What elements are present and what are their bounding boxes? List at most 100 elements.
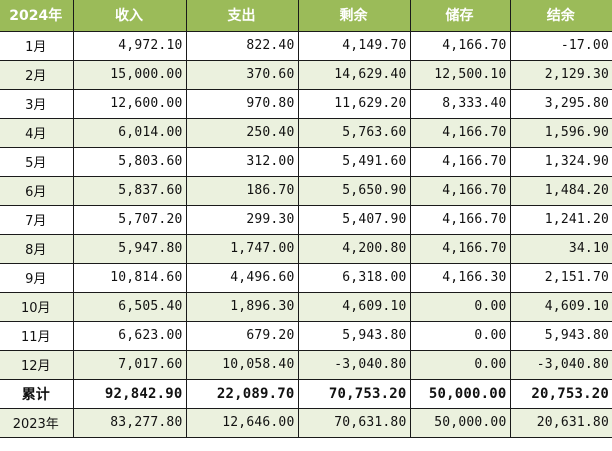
table-row: 8月 5,947.80 1,747.00 4,200.80 4,166.70 3…	[0, 233, 612, 264]
savings-cell[interactable]: 12,500.10	[409, 59, 511, 90]
savings-cell[interactable]: 4,166.70	[409, 204, 511, 235]
remaining-cell[interactable]: 14,629.40	[297, 59, 411, 90]
balance-cell[interactable]: 34.10	[509, 233, 612, 264]
balance-cell[interactable]: 5,943.80	[509, 320, 612, 351]
expense-cell[interactable]: 1,747.00	[185, 233, 299, 264]
expense-cell[interactable]: 370.60	[185, 59, 299, 90]
month-cell[interactable]: 10月	[0, 291, 74, 322]
expense-cell[interactable]: 10,058.40	[185, 349, 299, 380]
savings-cell[interactable]: 4,166.70	[409, 117, 511, 148]
income-cell[interactable]: 5,947.80	[72, 233, 187, 264]
table-row: 6月 5,837.60 186.70 5,650.90 4,166.70 1,4…	[0, 175, 612, 206]
expense-cell[interactable]: 679.20	[185, 320, 299, 351]
remaining-cell[interactable]: 5,491.60	[297, 146, 411, 177]
header-expense: 支出	[185, 0, 299, 32]
remaining-cell[interactable]: 5,407.90	[297, 204, 411, 235]
balance-cell[interactable]: 1,241.20	[509, 204, 612, 235]
income-cell[interactable]: 15,000.00	[72, 59, 187, 90]
remaining-cell[interactable]: 11,629.20	[297, 88, 411, 119]
remaining-cell[interactable]: -3,040.80	[297, 349, 411, 380]
table-row: 11月 6,623.00 679.20 5,943.80 0.00 5,943.…	[0, 320, 612, 351]
expense-cell[interactable]: 312.00	[185, 146, 299, 177]
income-cell[interactable]: 5,803.60	[72, 146, 187, 177]
savings-cell[interactable]: 4,166.30	[409, 262, 511, 293]
month-cell[interactable]: 12月	[0, 349, 74, 380]
income-cell[interactable]: 6,014.00	[72, 117, 187, 148]
income-cell[interactable]: 7,017.60	[72, 349, 187, 380]
table-row: 5月 5,803.60 312.00 5,491.60 4,166.70 1,3…	[0, 146, 612, 177]
income-cell[interactable]: 10,814.60	[72, 262, 187, 293]
balance-cell[interactable]: 2,151.70	[509, 262, 612, 293]
month-cell[interactable]: 6月	[0, 175, 74, 206]
income-cell[interactable]: 5,707.20	[72, 204, 187, 235]
remaining-cell[interactable]: 6,318.00	[297, 262, 411, 293]
savings-cell[interactable]: 4,166.70	[409, 233, 511, 264]
month-cell[interactable]: 4月	[0, 117, 74, 148]
balance-cell[interactable]: -3,040.80	[509, 349, 612, 380]
remaining-cell[interactable]: 5,763.60	[297, 117, 411, 148]
balance-cell[interactable]: 2,129.30	[509, 59, 612, 90]
savings-cell[interactable]: 4,166.70	[409, 146, 511, 177]
savings-cell[interactable]: 0.00	[409, 320, 511, 351]
month-cell[interactable]: 2023年	[0, 407, 74, 438]
expense-cell[interactable]: 12,646.00	[185, 407, 299, 438]
header-remaining: 剩余	[297, 0, 411, 32]
remaining-cell[interactable]: 70,631.80	[297, 407, 411, 438]
remaining-cell[interactable]: 5,943.80	[297, 320, 411, 351]
balance-cell[interactable]: 1,324.90	[509, 146, 612, 177]
header-income: 收入	[72, 0, 187, 32]
savings-cell[interactable]: 0.00	[409, 291, 511, 322]
balance-cell[interactable]: -17.00	[509, 30, 612, 61]
table-row: 12月 7,017.60 10,058.40 -3,040.80 0.00 -3…	[0, 349, 612, 380]
balance-cell[interactable]: 4,609.10	[509, 291, 612, 322]
total-row: 累计 92,842.90 22,089.70 70,753.20 50,000.…	[0, 378, 612, 409]
income-cell[interactable]: 4,972.10	[72, 30, 187, 61]
table-row: 3月 12,600.00 970.80 11,629.20 8,333.40 3…	[0, 88, 612, 119]
income-cell[interactable]: 83,277.80	[72, 407, 187, 438]
month-cell[interactable]: 8月	[0, 233, 74, 264]
month-cell[interactable]: 累计	[0, 378, 74, 409]
savings-cell[interactable]: 50,000.00	[409, 378, 511, 409]
expense-cell[interactable]: 970.80	[185, 88, 299, 119]
balance-cell[interactable]: 3,295.80	[509, 88, 612, 119]
income-cell[interactable]: 6,505.40	[72, 291, 187, 322]
remaining-cell[interactable]: 4,200.80	[297, 233, 411, 264]
month-cell[interactable]: 9月	[0, 262, 74, 293]
savings-cell[interactable]: 8,333.40	[409, 88, 511, 119]
expense-cell[interactable]: 250.40	[185, 117, 299, 148]
expense-cell[interactable]: 4,496.60	[185, 262, 299, 293]
balance-cell[interactable]: 20,631.80	[509, 407, 612, 438]
income-cell[interactable]: 6,623.00	[72, 320, 187, 351]
remaining-cell[interactable]: 4,609.10	[297, 291, 411, 322]
expense-cell[interactable]: 299.30	[185, 204, 299, 235]
month-cell[interactable]: 1月	[0, 30, 74, 61]
month-cell[interactable]: 11月	[0, 320, 74, 351]
expense-cell[interactable]: 1,896.30	[185, 291, 299, 322]
finance-table: 2024年 收入 支出 剩余 储存 结余 1月 4,972.10 822.40 …	[0, 0, 612, 438]
balance-cell[interactable]: 20,753.20	[509, 378, 612, 409]
remaining-cell[interactable]: 70,753.20	[297, 378, 411, 409]
header-row: 2024年 收入 支出 剩余 储存 结余	[0, 0, 612, 32]
balance-cell[interactable]: 1,596.90	[509, 117, 612, 148]
savings-cell[interactable]: 4,166.70	[409, 175, 511, 206]
remaining-cell[interactable]: 4,149.70	[297, 30, 411, 61]
previous-year-row: 2023年 83,277.80 12,646.00 70,631.80 50,0…	[0, 407, 612, 438]
savings-cell[interactable]: 50,000.00	[409, 407, 511, 438]
income-cell[interactable]: 5,837.60	[72, 175, 187, 206]
balance-cell[interactable]: 1,484.20	[509, 175, 612, 206]
month-cell[interactable]: 5月	[0, 146, 74, 177]
header-savings: 储存	[409, 0, 511, 32]
expense-cell[interactable]: 186.70	[185, 175, 299, 206]
savings-cell[interactable]: 0.00	[409, 349, 511, 380]
table-row: 4月 6,014.00 250.40 5,763.60 4,166.70 1,5…	[0, 117, 612, 148]
income-cell[interactable]: 12,600.00	[72, 88, 187, 119]
table-row: 10月 6,505.40 1,896.30 4,609.10 0.00 4,60…	[0, 291, 612, 322]
savings-cell[interactable]: 4,166.70	[409, 30, 511, 61]
month-cell[interactable]: 2月	[0, 59, 74, 90]
expense-cell[interactable]: 822.40	[185, 30, 299, 61]
income-cell[interactable]: 92,842.90	[72, 378, 187, 409]
month-cell[interactable]: 3月	[0, 88, 74, 119]
remaining-cell[interactable]: 5,650.90	[297, 175, 411, 206]
month-cell[interactable]: 7月	[0, 204, 74, 235]
expense-cell[interactable]: 22,089.70	[185, 378, 299, 409]
